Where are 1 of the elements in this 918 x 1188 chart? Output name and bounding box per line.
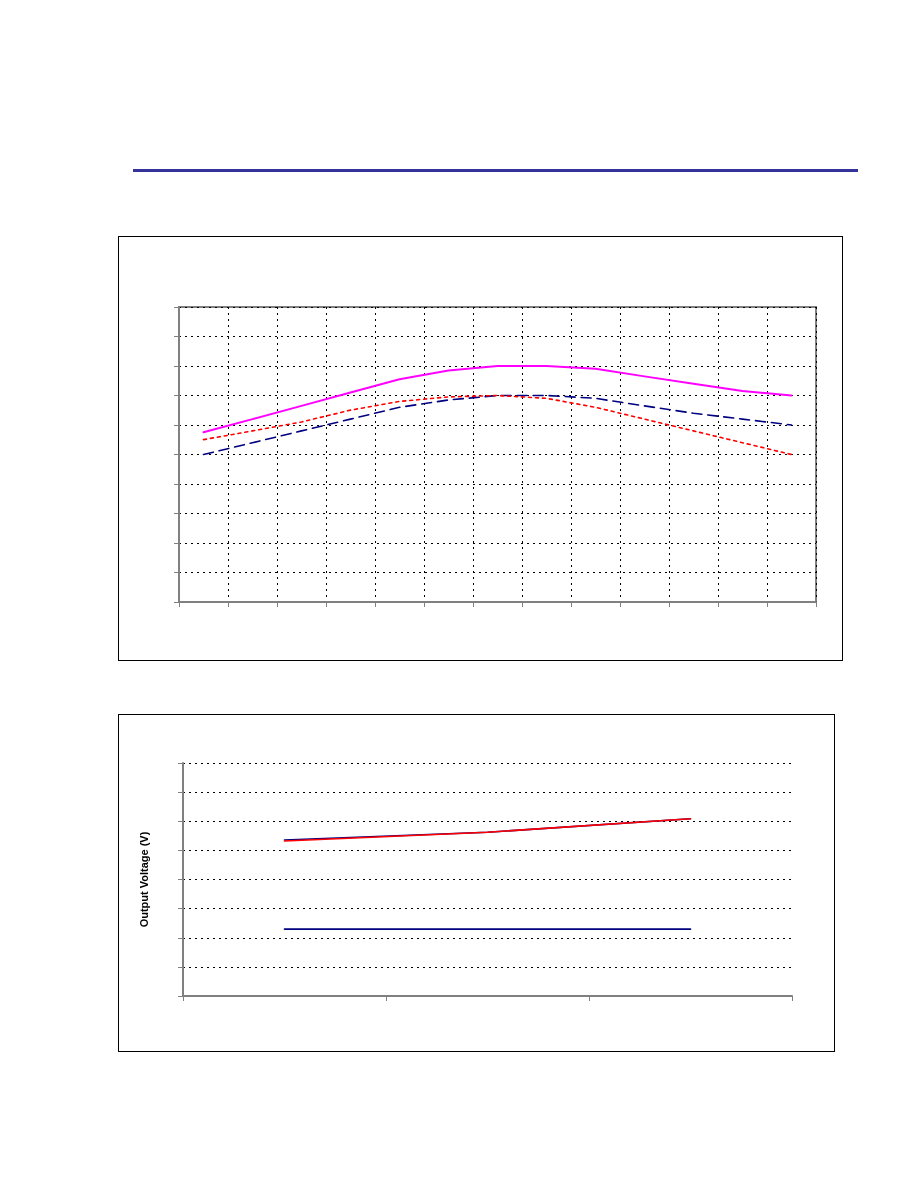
y-axis-title: Output Voltage (V) [137, 831, 150, 928]
